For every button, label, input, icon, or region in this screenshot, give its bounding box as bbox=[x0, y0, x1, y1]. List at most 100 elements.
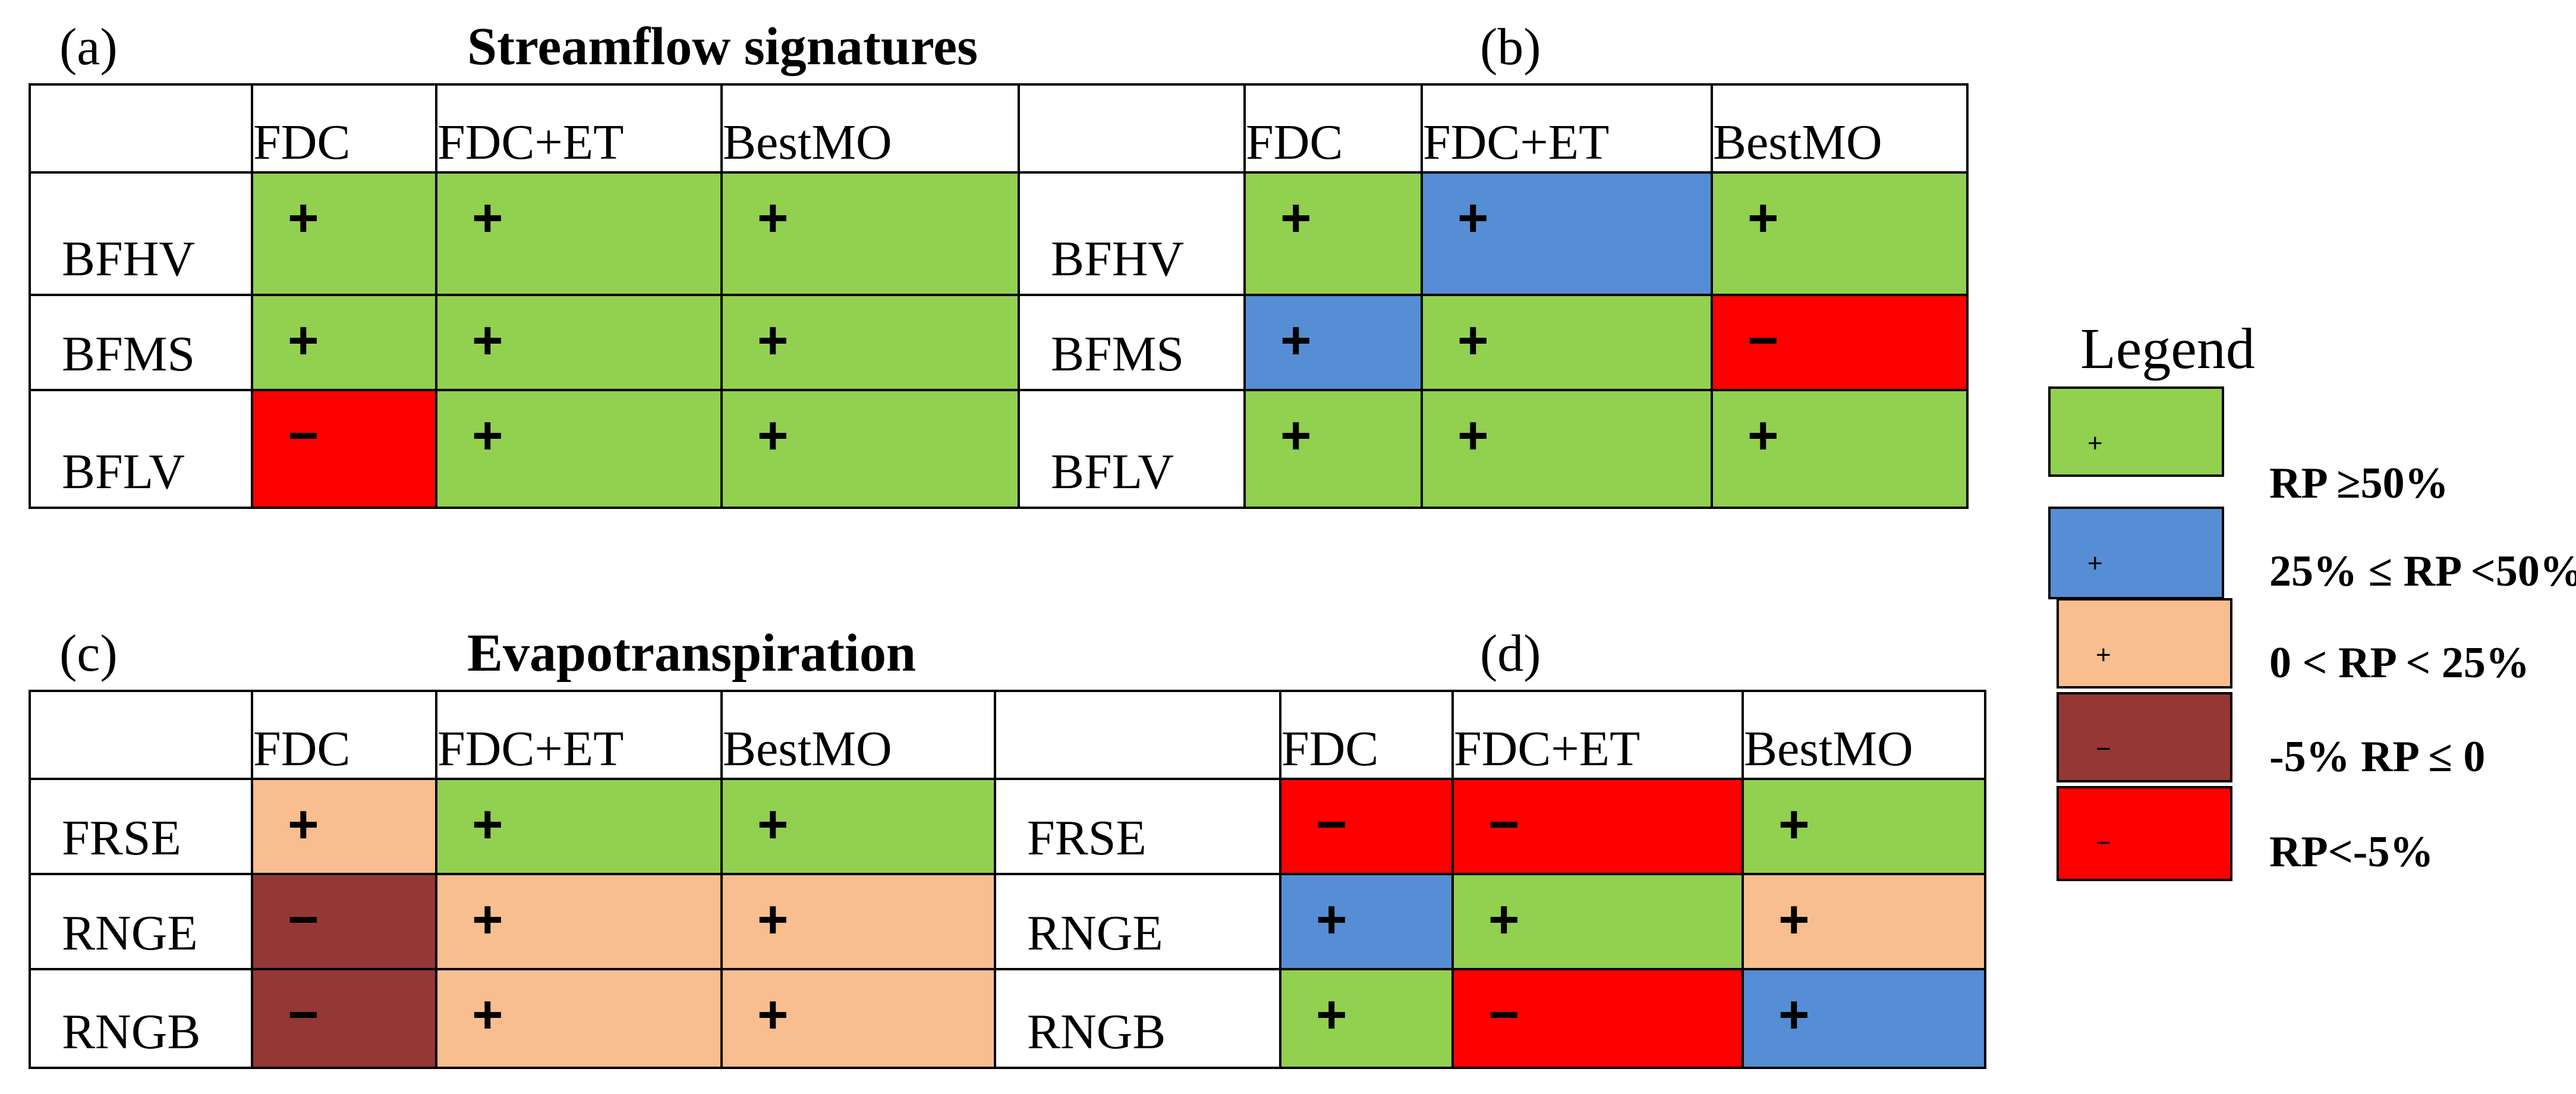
legend-title: Legend bbox=[2080, 317, 2255, 381]
result-cell: + bbox=[1279, 968, 1454, 1069]
sign-mark: + bbox=[1778, 795, 1810, 854]
col-header-bestmo: BestMO bbox=[720, 690, 996, 780]
sign-mark: + bbox=[1316, 985, 1347, 1045]
result-cell: + bbox=[720, 171, 1020, 296]
col-header-fdc-et: FDC+ET bbox=[1451, 690, 1744, 780]
row-label: BFLV bbox=[29, 389, 253, 509]
legend-sign: + bbox=[2087, 549, 2103, 578]
result-cell: + bbox=[1742, 873, 1986, 970]
section-title-evapotranspiration: Evapotranspiration bbox=[467, 624, 917, 683]
sign-mark: + bbox=[472, 188, 503, 248]
legend-sign: − bbox=[2096, 734, 2111, 763]
result-cell: + bbox=[1711, 171, 1969, 296]
sign-mark: + bbox=[757, 406, 789, 466]
result-cell: + bbox=[1279, 873, 1454, 970]
result-cell: + bbox=[251, 171, 437, 296]
table-row: BFHV + + + BFHV + + + bbox=[29, 171, 1969, 296]
result-cell: + bbox=[251, 778, 437, 875]
sign-mark: − bbox=[288, 985, 319, 1045]
legend-label: 0 < RP < 25% bbox=[2269, 639, 2530, 687]
sign-mark: − bbox=[1316, 795, 1347, 854]
evapotranspiration-table: FDC FDC+ET BestMO FDC FDC+ET BestMO FRSE… bbox=[29, 690, 1986, 1069]
row-label: FRSE bbox=[994, 778, 1281, 875]
table-row: RNGB − + + RNGB + − + bbox=[29, 968, 1986, 1069]
sign-mark: + bbox=[1747, 188, 1779, 248]
sign-mark: + bbox=[1778, 985, 1810, 1045]
row-label: BFMS bbox=[29, 294, 253, 391]
col-header-bestmo: BestMO bbox=[720, 83, 1020, 174]
corner-cell bbox=[1018, 83, 1246, 174]
row-label: BFLV bbox=[1018, 389, 1246, 509]
col-header-fdc-et: FDC+ET bbox=[435, 83, 723, 174]
section-title-streamflow: Streamflow signatures bbox=[467, 17, 978, 76]
result-cell: − bbox=[251, 873, 437, 970]
col-header-fdc: FDC bbox=[1243, 83, 1423, 174]
sign-mark: + bbox=[1457, 406, 1489, 466]
legend-label: RP<-5% bbox=[2269, 828, 2434, 876]
panel-label-d: (d) bbox=[1480, 625, 1541, 683]
panel-label-b: (b) bbox=[1480, 18, 1541, 76]
result-cell: + bbox=[1243, 389, 1423, 509]
sign-mark: + bbox=[1747, 406, 1779, 466]
panel-label-a: (a) bbox=[59, 18, 118, 76]
sign-mark: + bbox=[1316, 890, 1347, 950]
sign-mark: + bbox=[757, 188, 789, 248]
result-cell: + bbox=[435, 294, 723, 391]
streamflow-table: FDC FDC+ET BestMO FDC FDC+ET BestMO BFHV… bbox=[29, 83, 1969, 509]
result-cell: + bbox=[435, 389, 723, 509]
result-cell: + bbox=[435, 778, 723, 875]
result-cell: − bbox=[1451, 968, 1744, 1069]
row-label: RNGB bbox=[994, 968, 1281, 1069]
sign-mark: + bbox=[288, 188, 319, 248]
result-cell: + bbox=[720, 294, 1020, 391]
sign-mark: + bbox=[1488, 890, 1520, 950]
col-header-fdc: FDC bbox=[1279, 690, 1454, 780]
legend-label: -5% RP ≤ 0 bbox=[2269, 733, 2486, 781]
row-label: RNGE bbox=[994, 873, 1281, 970]
corner-cell bbox=[29, 83, 253, 174]
sign-mark: − bbox=[1747, 311, 1779, 370]
result-cell: + bbox=[1421, 294, 1713, 391]
result-cell: + bbox=[435, 873, 723, 970]
result-cell: + bbox=[1243, 171, 1423, 296]
row-label: BFHV bbox=[29, 171, 253, 296]
sign-mark: + bbox=[757, 311, 789, 370]
legend-swatch: + bbox=[2048, 386, 2224, 477]
result-cell: + bbox=[720, 389, 1020, 509]
col-header-fdc-et: FDC+ET bbox=[1421, 83, 1713, 174]
result-cell: + bbox=[1451, 873, 1744, 970]
panel-label-c: (c) bbox=[59, 625, 118, 683]
sign-mark: + bbox=[1280, 188, 1312, 248]
legend-sign: − bbox=[2096, 828, 2111, 857]
legend-swatch: − bbox=[2057, 692, 2232, 782]
sign-mark: + bbox=[757, 890, 789, 950]
sign-mark: + bbox=[1778, 890, 1810, 950]
result-cell: − bbox=[1279, 778, 1454, 875]
result-cell: + bbox=[1243, 294, 1423, 391]
result-cell: − bbox=[251, 968, 437, 1069]
sign-mark: + bbox=[1280, 406, 1312, 466]
col-header-bestmo: BestMO bbox=[1742, 690, 1986, 780]
sign-mark: − bbox=[1488, 985, 1520, 1045]
result-cell: + bbox=[1742, 778, 1986, 875]
row-label: BFHV bbox=[1018, 171, 1246, 296]
result-cell: + bbox=[1711, 389, 1969, 509]
sign-mark: + bbox=[472, 985, 503, 1045]
legend-sign: + bbox=[2087, 429, 2103, 458]
header-row: FDC FDC+ET BestMO FDC FDC+ET BestMO bbox=[29, 83, 1969, 174]
corner-cell bbox=[994, 690, 1281, 780]
sign-mark: + bbox=[472, 311, 503, 370]
result-cell: + bbox=[720, 873, 996, 970]
result-cell: + bbox=[1421, 171, 1713, 296]
sign-mark: − bbox=[288, 406, 319, 466]
result-cell: + bbox=[1742, 968, 1986, 1069]
sign-mark: + bbox=[472, 406, 503, 466]
sign-mark: + bbox=[757, 985, 789, 1045]
row-label: BFMS bbox=[1018, 294, 1246, 391]
sign-mark: + bbox=[288, 311, 319, 370]
result-cell: − bbox=[1711, 294, 1969, 391]
legend-swatch: − bbox=[2057, 786, 2232, 881]
sign-mark: + bbox=[472, 795, 503, 854]
result-cell: − bbox=[1451, 778, 1744, 875]
row-label: RNGB bbox=[29, 968, 253, 1069]
